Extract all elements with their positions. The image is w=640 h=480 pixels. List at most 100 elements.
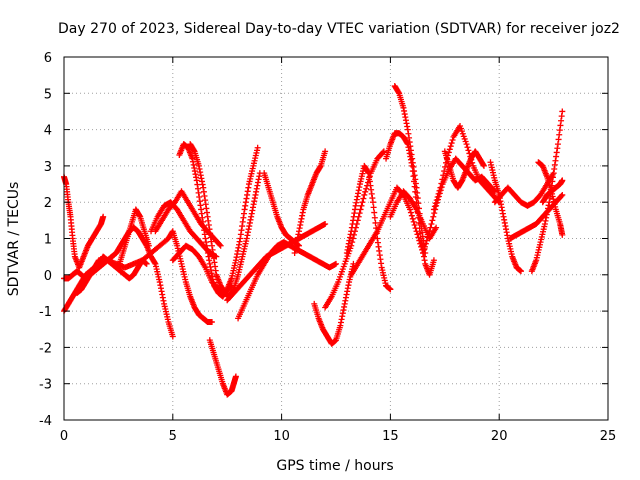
y-tick-label: -3: [39, 378, 52, 393]
data-point-marker: [350, 235, 357, 242]
grid-lines: [64, 57, 608, 420]
data-point-marker: [559, 191, 566, 198]
data-point-marker: [433, 197, 440, 204]
data-point-marker: [227, 283, 234, 290]
x-tick-label: 10: [273, 429, 290, 444]
data-point-marker: [406, 206, 413, 213]
data-point-marker: [359, 199, 366, 206]
data-point-marker: [559, 108, 566, 115]
data-point-marker: [447, 143, 454, 150]
x-axis-title: GPS time / hours: [276, 458, 393, 474]
data-point-marker: [414, 231, 421, 238]
data-point-marker: [559, 177, 566, 184]
x-tick-label: 15: [382, 429, 399, 444]
data-point-marker: [438, 180, 445, 187]
data-point-marker: [228, 282, 235, 289]
data-point-marker: [446, 146, 453, 153]
data-point-marker: [143, 260, 150, 267]
x-tick-label: 25: [600, 429, 617, 444]
data-point-marker: [464, 144, 471, 151]
data-point-marker: [437, 184, 444, 191]
data-point-marker: [425, 231, 432, 238]
y-axis-tick-labels: -4 -3 -2 -1 0 1 2 3 4 5 6: [39, 51, 52, 429]
data-point-marker: [436, 187, 443, 194]
chart-title: Day 270 of 2023, Sidereal Day-to-day VTE…: [58, 21, 620, 37]
data-point-marker: [559, 231, 566, 238]
data-point-marker: [420, 246, 427, 253]
series-arc-32: [539, 177, 566, 206]
data-point-marker: [480, 162, 487, 169]
y-tick-label: 4: [44, 124, 52, 139]
series-arc-24: [420, 155, 498, 257]
data-point-marker: [216, 241, 223, 248]
data-point-marker: [254, 144, 261, 151]
data-point-marker: [465, 147, 472, 154]
data-point-marker: [558, 192, 565, 199]
data-point-marker: [380, 148, 387, 155]
data-point-marker: [358, 202, 365, 209]
series-arc-12: [206, 337, 239, 398]
data-point-marker: [322, 220, 329, 227]
data-point-marker: [411, 222, 418, 229]
data-point-marker: [371, 209, 378, 216]
data-point-marker: [431, 203, 438, 210]
data-point-marker: [448, 140, 455, 147]
y-tick-label: 6: [44, 51, 52, 66]
y-tick-label: 5: [44, 87, 52, 102]
series-arc-6: [115, 206, 152, 271]
axis-ticks: [63, 56, 609, 421]
series-arc-1: [61, 173, 107, 271]
data-point-marker: [410, 173, 417, 180]
y-tick-label: 0: [44, 269, 52, 284]
data-point-marker: [426, 228, 433, 235]
data-point-marker: [408, 212, 415, 219]
series-arc-30: [528, 108, 566, 275]
x-tick-label: 20: [491, 429, 508, 444]
data-point-marker: [169, 333, 176, 340]
series-arc-9: [176, 141, 261, 300]
y-axis-title: SDTVAR / TECUs: [6, 182, 22, 297]
series-arc-4: [74, 257, 107, 296]
y-tick-label: -1: [39, 305, 52, 320]
data-point-marker: [409, 215, 416, 222]
data-point-marker: [421, 243, 428, 250]
y-tick-label: -4: [39, 414, 52, 429]
series-arc-14: [235, 239, 339, 322]
data-point-marker: [145, 242, 152, 249]
data-point-marker: [414, 189, 421, 196]
data-point-marker: [430, 213, 437, 220]
data-point-marker: [413, 184, 420, 191]
series-arc-10: [187, 141, 263, 300]
series-arc-29: [507, 191, 566, 242]
data-point-marker: [322, 148, 329, 155]
x-tick-label: 0: [60, 429, 68, 444]
data-point-marker: [415, 200, 422, 207]
data-point-marker: [232, 373, 239, 380]
y-tick-label: 3: [44, 160, 52, 175]
data-point-marker: [410, 218, 417, 225]
data-point-marker: [356, 210, 363, 217]
series-arc-5: [104, 228, 215, 325]
data-point-marker: [360, 195, 367, 202]
series-arc-20: [348, 184, 427, 278]
data-point-marker: [424, 234, 431, 241]
data-point-marker: [370, 204, 377, 211]
data-point-marker: [100, 213, 107, 220]
data-point-marker: [372, 219, 379, 226]
data-point-marker: [517, 268, 524, 275]
data-point-marker: [371, 214, 378, 221]
data-point-marker: [439, 176, 446, 183]
data-point-marker: [363, 185, 370, 192]
data-point-marker: [445, 149, 452, 156]
data-point-marker: [441, 168, 448, 175]
data-point-marker: [361, 191, 368, 198]
series-arc-11: [169, 242, 235, 296]
data-point-marker: [333, 260, 339, 267]
data-point-marker: [217, 242, 224, 249]
data-point-marker: [387, 286, 394, 293]
data-point-marker: [427, 224, 434, 231]
series-arc-22: [391, 83, 429, 257]
data-point-marker: [208, 318, 215, 325]
data-point-marker: [357, 206, 364, 213]
